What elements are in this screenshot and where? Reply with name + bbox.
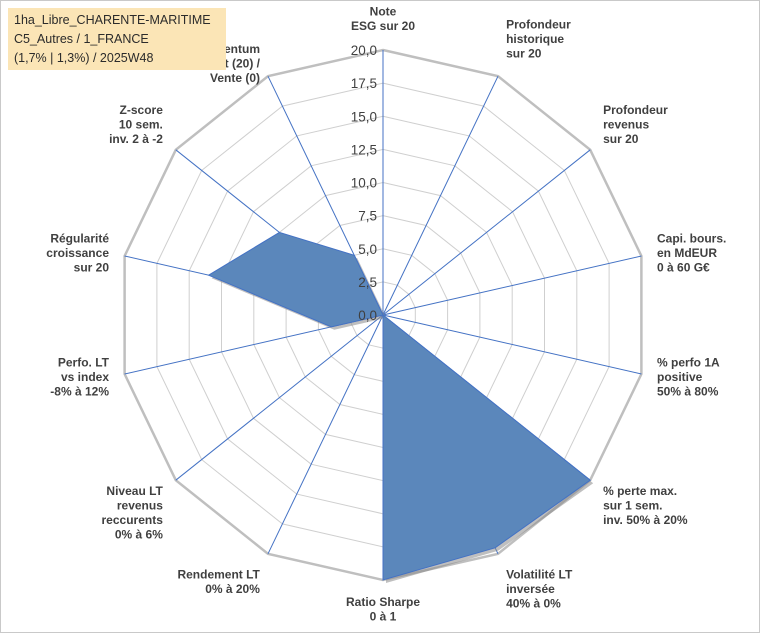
axis-label: Niveau LT revenus reccurents 0% à 6% bbox=[102, 484, 164, 542]
axis-label-line: inv. 50% à 20% bbox=[603, 513, 688, 527]
axis-label-line: Profondeur bbox=[506, 18, 571, 32]
axis-label: Capi. bours. en MdEUR 0 à 60 G€ bbox=[657, 231, 726, 274]
axis-label-line: reccurents bbox=[102, 513, 164, 527]
axis-label: % perfo 1A positive 50% à 80% bbox=[657, 356, 720, 399]
tick-label: 5,0 bbox=[358, 242, 377, 257]
axis-label-line: inversée bbox=[506, 582, 555, 596]
axis-spoke bbox=[382, 149, 591, 316]
axis-label-line: 10 sem. bbox=[119, 118, 163, 132]
info-box: 1ha_Libre_CHARENTE-MARITIME C5_Autres / … bbox=[8, 8, 226, 70]
axis-spoke bbox=[175, 314, 384, 481]
axis-label: Note ESG sur 20 bbox=[351, 5, 415, 34]
info-line-3: (1,7% | 1,3%) / 2025W48 bbox=[14, 51, 154, 65]
axis-label-line: Vente (0) bbox=[210, 71, 260, 85]
axis-label-line: 0% à 20% bbox=[205, 582, 260, 596]
tick-label: 20,0 bbox=[351, 43, 377, 58]
axis-label: Profondeur revenus sur 20 bbox=[603, 103, 668, 146]
axis-spoke bbox=[382, 255, 642, 316]
axis-label-line: Niveau LT bbox=[106, 484, 163, 498]
axis-label-line: 0% à 6% bbox=[115, 528, 163, 542]
axis-label-line: Profondeur bbox=[603, 103, 668, 117]
axis-label-line: ESG sur 20 bbox=[351, 19, 415, 33]
info-line-2: C5_Autres / 1_FRANCE bbox=[14, 32, 149, 46]
axis-label: Z-score 10 sem. inv. 2 à -2 bbox=[109, 103, 163, 146]
axis-label-line: 0 à 60 G€ bbox=[657, 260, 710, 274]
axis-label: Ratio Sharpe 0 à 1 bbox=[346, 595, 420, 624]
axis-label-line: -8% à 12% bbox=[50, 385, 109, 399]
axis-label-line: Rendement LT bbox=[177, 567, 260, 581]
axis-label-line: 40% à 0% bbox=[506, 596, 561, 610]
tick-label: 17,5 bbox=[351, 76, 377, 91]
axis-spoke bbox=[382, 314, 642, 375]
axis-label: Régularité croissance sur 20 bbox=[46, 231, 109, 274]
axis-label: Perfo. LT vs index -8% à 12% bbox=[50, 356, 109, 399]
axis-label-line: Capi. bours. bbox=[657, 231, 726, 245]
tick-label: 0,0 bbox=[358, 308, 377, 323]
info-line-1: 1ha_Libre_CHARENTE-MARITIME bbox=[14, 13, 211, 27]
tick-label: 10,0 bbox=[351, 176, 377, 191]
axis-label-line: croissance bbox=[46, 246, 109, 260]
tick-label: 12,5 bbox=[351, 142, 377, 157]
axis-label-line: sur 20 bbox=[74, 260, 110, 274]
axis-label-line: Z-score bbox=[120, 103, 164, 117]
axis-label-line: Volatilité LT bbox=[506, 567, 573, 581]
axis-label-line: positive bbox=[657, 370, 703, 384]
axis-label-line: % perte max. bbox=[603, 484, 677, 498]
axis-label-line: revenus bbox=[603, 118, 649, 132]
tick-label: 2,5 bbox=[358, 275, 377, 290]
axis-label-line: en MdEUR bbox=[657, 246, 717, 260]
axis-label-line: Perfo. LT bbox=[58, 356, 110, 370]
axis-label-line: sur 20 bbox=[603, 132, 639, 146]
axis-label-line: % perfo 1A bbox=[657, 356, 720, 370]
axis-label-line: vs index bbox=[61, 370, 109, 384]
axis-label-line: revenus bbox=[117, 499, 163, 513]
axis-label-line: sur 1 sem. bbox=[603, 499, 662, 513]
axis-label-line: inv. 2 à -2 bbox=[109, 132, 163, 146]
axis-spoke bbox=[267, 314, 384, 555]
axis-spoke bbox=[382, 75, 499, 316]
axis-label-line: Ratio Sharpe bbox=[346, 595, 420, 609]
axis-label-line: sur 20 bbox=[506, 47, 542, 61]
axis-label-line: 0 à 1 bbox=[370, 610, 397, 624]
axis-label-line: Note bbox=[370, 5, 397, 19]
axis-label: Volatilité LT inversée 40% à 0% bbox=[506, 567, 573, 610]
axis-label: Profondeur historique sur 20 bbox=[506, 18, 571, 61]
axis-label-line: historique bbox=[506, 32, 564, 46]
axis-label-line: 50% à 80% bbox=[657, 385, 719, 399]
series-area bbox=[207, 231, 592, 581]
axis-label-line: Régularité bbox=[50, 231, 109, 245]
tick-label: 7,5 bbox=[358, 209, 377, 224]
tick-label: 15,0 bbox=[351, 109, 377, 124]
axis-label: % perte max. sur 1 sem. inv. 50% à 20% bbox=[603, 484, 688, 527]
axis-label: Rendement LT 0% à 20% bbox=[177, 567, 260, 596]
